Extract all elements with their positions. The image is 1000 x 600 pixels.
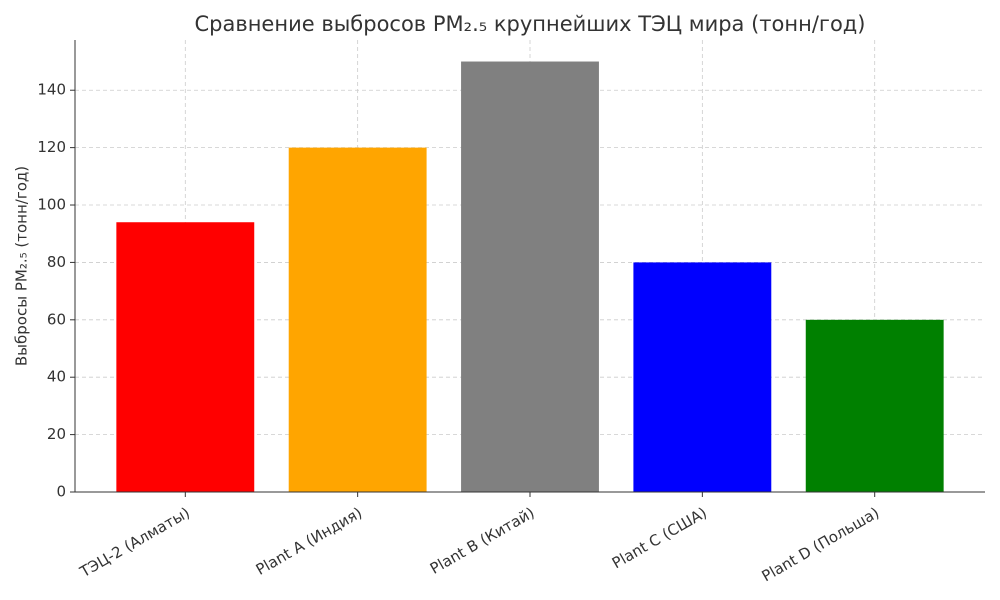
y-tick-label: 120 bbox=[37, 138, 66, 156]
y-tick-label: 80 bbox=[47, 253, 66, 271]
y-tick-label: 140 bbox=[37, 81, 66, 99]
y-tick-label: 20 bbox=[47, 425, 66, 443]
bar bbox=[116, 222, 255, 492]
bar bbox=[633, 262, 772, 492]
y-tick-label: 40 bbox=[47, 368, 66, 386]
bar bbox=[288, 147, 427, 492]
bar bbox=[805, 319, 944, 492]
y-tick-label: 60 bbox=[47, 310, 66, 328]
x-tick-label: Plant B (Китай) bbox=[427, 504, 538, 578]
y-tick-label: 0 bbox=[56, 483, 66, 501]
x-tick-label: Plant C (США) bbox=[609, 504, 710, 573]
x-tick-label: Plant A (Индия) bbox=[253, 504, 365, 579]
y-tick-label: 100 bbox=[37, 196, 66, 214]
x-tick-label: Plant D (Польша) bbox=[759, 504, 883, 586]
x-tick-label: ТЭЦ-2 (Алматы) bbox=[76, 504, 193, 582]
chart-title: Сравнение выбросов PM₂.₅ крупнейших ТЭЦ … bbox=[194, 12, 865, 36]
bar bbox=[461, 61, 599, 493]
y-axis-label: Выбросы PM₂.₅ (тонн/год) bbox=[13, 166, 31, 366]
